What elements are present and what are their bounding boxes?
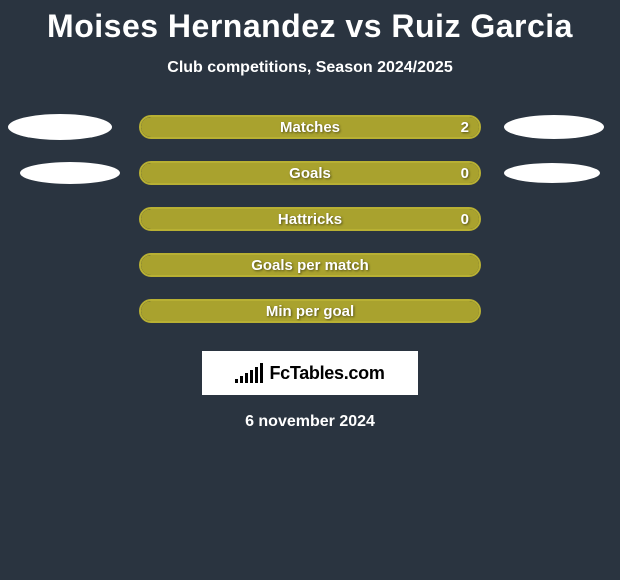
page-title: Moises Hernandez vs Ruiz Garcia — [47, 8, 573, 45]
logo-bars-icon — [235, 363, 263, 383]
ellipse-left-icon — [8, 114, 112, 140]
stat-label: Goals — [289, 165, 331, 182]
stat-bar: Goals 0 — [139, 161, 481, 185]
stat-row: Matches 2 — [0, 115, 620, 139]
ellipse-right-icon — [504, 115, 604, 139]
stats-rows: Matches 2 Goals 0 Hattricks 0 Goals per match M… — [0, 115, 620, 323]
logo-bar-segment — [255, 367, 258, 383]
stat-label: Hattricks — [278, 211, 342, 228]
stat-bar: Matches 2 — [139, 115, 481, 139]
ellipse-right-icon — [504, 163, 600, 183]
stat-row: Hattricks 0 — [0, 207, 620, 231]
logo-box: FcTables.com — [202, 351, 418, 395]
stat-row: Min per goal — [0, 299, 620, 323]
stat-label: Goals per match — [251, 257, 369, 274]
ellipse-left-icon — [20, 162, 120, 184]
stat-bar: Hattricks 0 — [139, 207, 481, 231]
stat-value: 0 — [461, 165, 469, 182]
subtitle: Club competitions, Season 2024/2025 — [167, 59, 452, 77]
logo-bar-segment — [235, 379, 238, 383]
stat-value: 2 — [461, 119, 469, 136]
date-label: 6 november 2024 — [245, 413, 375, 431]
stat-row: Goals per match — [0, 253, 620, 277]
logo-bar-segment — [250, 370, 253, 383]
logo-bar-segment — [245, 373, 248, 383]
stat-bar: Min per goal — [139, 299, 481, 323]
stat-bar: Goals per match — [139, 253, 481, 277]
stat-row: Goals 0 — [0, 161, 620, 185]
stat-value: 0 — [461, 211, 469, 228]
stat-label: Min per goal — [266, 303, 354, 320]
logo-text: FcTables.com — [269, 363, 384, 384]
logo-bar-segment — [260, 363, 263, 383]
logo-bar-segment — [240, 376, 243, 383]
stat-label: Matches — [280, 119, 340, 136]
